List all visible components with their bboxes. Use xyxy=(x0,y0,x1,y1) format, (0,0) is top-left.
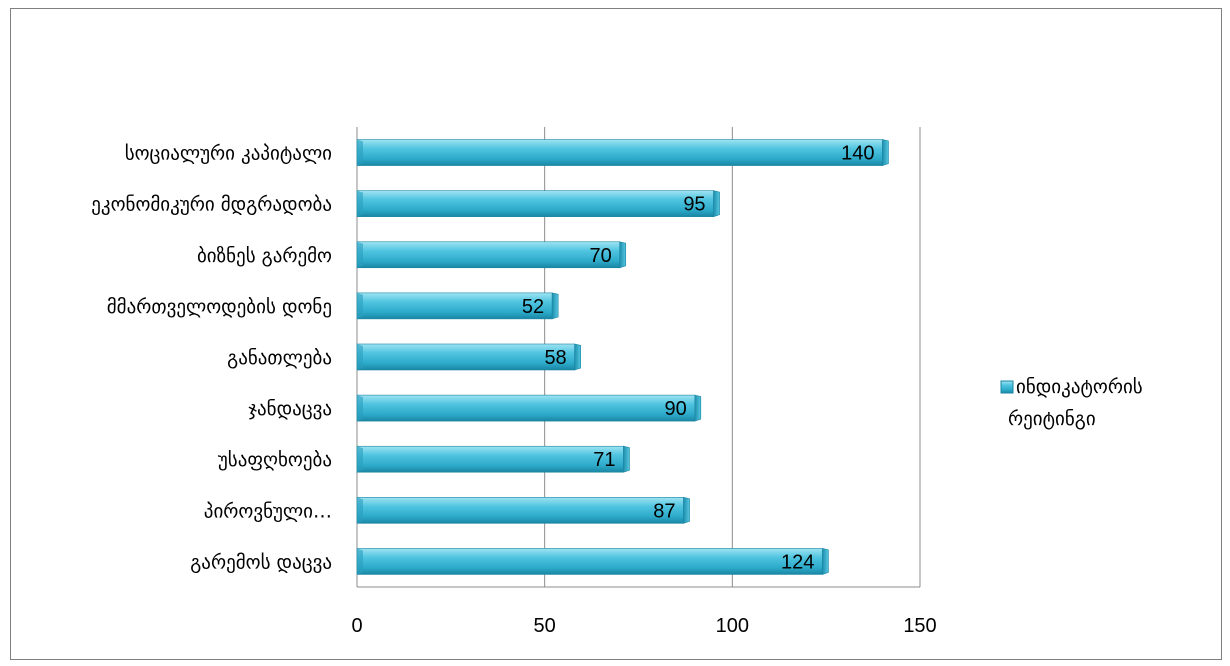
legend-label-line-1: ინდიკატორის xyxy=(1016,376,1143,398)
x-tick-label-1: 50 xyxy=(534,615,556,637)
bar-cap-1 xyxy=(713,190,720,218)
category-label-3: მმართველოდების დონე xyxy=(107,296,332,318)
bar-start-cap-3 xyxy=(357,292,363,319)
bar-6 xyxy=(356,445,624,473)
data-label-8: 124 xyxy=(781,551,814,573)
data-label-5: 90 xyxy=(665,398,687,420)
bar-4 xyxy=(356,343,575,371)
bar-start-cap-0 xyxy=(357,139,363,166)
category-label-4: განათლება xyxy=(227,347,332,369)
category-label-1: ეკონომიკური მდგრადობა xyxy=(91,194,332,216)
bar-cap-8 xyxy=(822,548,829,575)
legend-label-line-2: რეიტინგი xyxy=(1008,408,1096,430)
data-label-7: 87 xyxy=(653,500,675,522)
x-tick-label-0: 0 xyxy=(351,615,362,637)
bar-start-cap-1 xyxy=(357,190,363,217)
labels: 0 50 100 150 140 სოციალური კაპიტალი 95 ეკონომიკ… xyxy=(91,143,936,637)
data-label-6: 71 xyxy=(593,449,615,471)
bars xyxy=(356,139,889,575)
legend-swatch xyxy=(1000,380,1014,394)
x-tick-label-2: 100 xyxy=(716,615,749,637)
bar-2 xyxy=(356,241,621,269)
bar-start-cap-7 xyxy=(357,497,363,524)
category-label-8: გარემოს დაცვა xyxy=(190,551,332,573)
bar-start-cap-8 xyxy=(357,548,363,575)
bar-0 xyxy=(356,139,883,166)
data-label-2: 70 xyxy=(589,245,611,267)
data-label-3: 52 xyxy=(522,296,544,318)
data-label-0: 140 xyxy=(841,143,874,165)
bar-cap-0 xyxy=(882,139,889,166)
category-label-2: ბიზნეს გარემო xyxy=(197,245,332,267)
bar-cap-6 xyxy=(623,445,630,473)
category-label-0: სოციალური კაპიტალი xyxy=(125,143,332,165)
bar-cap-2 xyxy=(619,241,627,269)
data-label-4: 58 xyxy=(544,347,566,369)
bar-cap-5 xyxy=(694,394,702,422)
bar-start-cap-4 xyxy=(357,344,363,370)
bar-cap-7 xyxy=(683,496,690,524)
bar-start-cap-6 xyxy=(357,446,363,473)
bar-8 xyxy=(356,548,823,575)
bar-1 xyxy=(356,190,714,217)
legend: ინდიკატორის რეიტინგი xyxy=(1000,376,1143,430)
data-label-1: 95 xyxy=(683,194,705,216)
category-label-6: უსაფღხოება xyxy=(218,449,332,471)
bar-start-cap-5 xyxy=(357,395,363,422)
category-label-5: ჯანდაცვა xyxy=(248,398,332,420)
bar-start-cap-2 xyxy=(357,241,363,268)
bar-cap-4 xyxy=(574,343,581,371)
bar-7 xyxy=(356,497,684,524)
bar-cap-3 xyxy=(551,292,559,320)
bar-5 xyxy=(356,394,696,422)
x-tick-label-3: 150 xyxy=(903,615,936,637)
category-label-7: პიროვნული… xyxy=(204,500,332,522)
